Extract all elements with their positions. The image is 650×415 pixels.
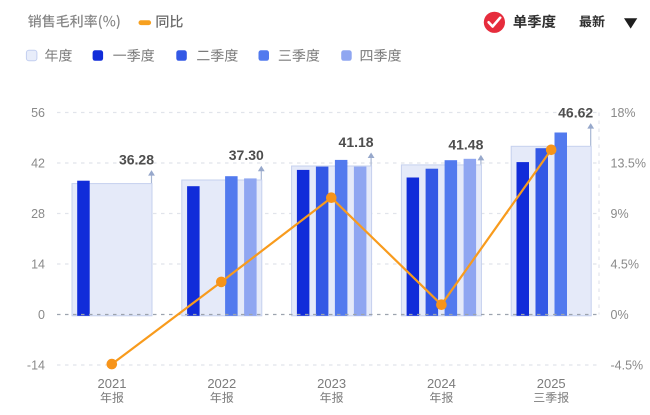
svg-text:4.5%: 4.5% — [611, 257, 640, 271]
svg-text:2022: 2022 — [207, 376, 236, 391]
svg-text:14: 14 — [31, 257, 45, 271]
svg-text:-4.5%: -4.5% — [611, 358, 644, 372]
svg-text:46.62: 46.62 — [558, 105, 593, 121]
svg-text:41.18: 41.18 — [339, 134, 374, 150]
svg-text:37.30: 37.30 — [229, 147, 264, 163]
svg-text:36.28: 36.28 — [119, 152, 154, 168]
svg-text:56: 56 — [31, 106, 45, 120]
svg-text:0%: 0% — [611, 308, 629, 322]
svg-text:-14: -14 — [27, 358, 45, 372]
svg-text:13.5%: 13.5% — [611, 156, 646, 170]
svg-text:41.48: 41.48 — [448, 136, 483, 152]
svg-text:2023: 2023 — [317, 376, 346, 391]
svg-text:28: 28 — [31, 207, 45, 221]
svg-text:9%: 9% — [611, 207, 629, 221]
svg-text:2024: 2024 — [427, 376, 456, 391]
svg-text:0: 0 — [38, 308, 45, 322]
svg-text:2025: 2025 — [537, 376, 566, 391]
svg-text:42: 42 — [31, 156, 45, 170]
svg-text:18%: 18% — [611, 106, 636, 120]
svg-text:2021: 2021 — [98, 376, 127, 391]
